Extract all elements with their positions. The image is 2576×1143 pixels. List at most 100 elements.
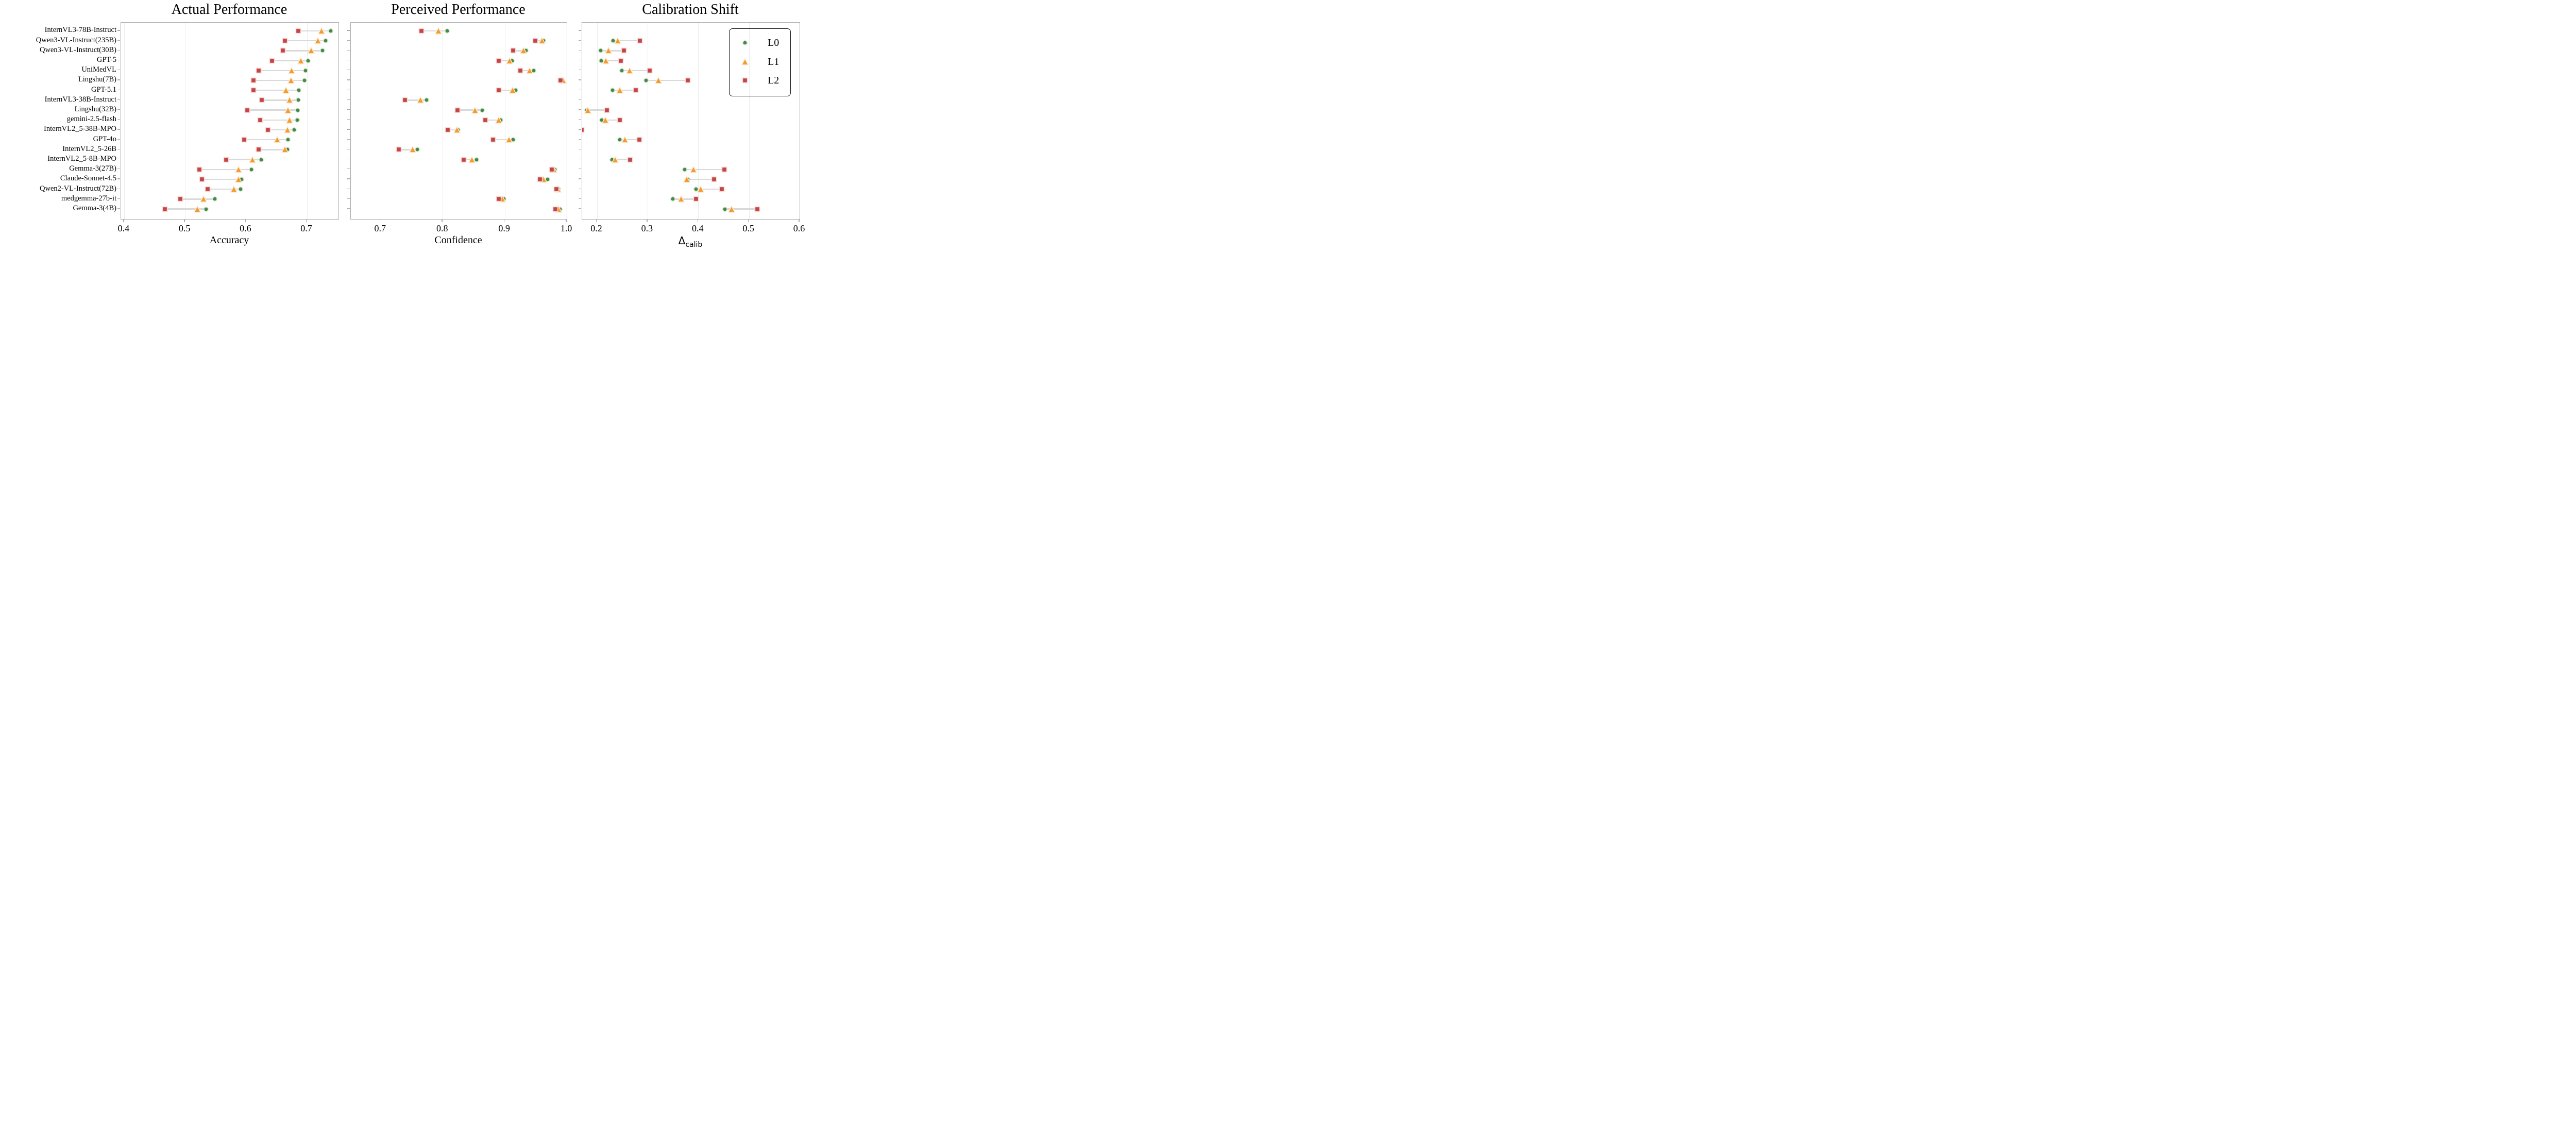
data-point-l2 <box>517 68 523 74</box>
y-tick-mark <box>579 119 581 120</box>
legend-entry-l0: L0 <box>739 38 785 48</box>
connector-line <box>498 89 516 91</box>
connector-line <box>283 50 323 52</box>
connector-line <box>613 89 636 91</box>
connector-line <box>260 119 297 121</box>
data-point-l0 <box>295 107 300 113</box>
panel-title-calibration-shift: Calibration Shift <box>642 2 739 18</box>
plot-area-2 <box>350 22 567 220</box>
y-tick-mark <box>117 49 120 51</box>
connector-line <box>586 109 607 111</box>
y-axis-label-model: Gemma-3(4B) <box>73 204 116 212</box>
data-point-l2 <box>445 127 451 133</box>
x-tick-label: 0.7 <box>300 223 312 233</box>
connector-line <box>202 178 242 180</box>
data-point-l2 <box>418 28 425 34</box>
x-tick-mark <box>123 219 124 222</box>
data-point-l2 <box>647 68 653 74</box>
data-point-l0 <box>598 48 604 54</box>
y-tick-mark <box>117 40 120 41</box>
data-point-l0 <box>301 78 307 83</box>
x-tick-mark <box>245 219 246 222</box>
data-point-l0 <box>294 117 300 123</box>
connector-line <box>684 169 725 171</box>
data-point-l1 <box>538 37 546 44</box>
data-point-l0 <box>248 166 254 172</box>
y-tick-mark <box>579 139 581 140</box>
data-point-l1 <box>509 87 517 94</box>
data-point-l0 <box>258 157 264 162</box>
data-point-l2 <box>637 38 643 44</box>
data-point-l1 <box>728 205 736 213</box>
legend: L0 L1 L2 <box>729 28 791 96</box>
data-point-l2 <box>241 137 247 143</box>
data-point-l2 <box>396 146 402 153</box>
data-point-l1 <box>273 136 281 143</box>
y-tick-mark <box>347 109 350 110</box>
y-axis-label-model: Qwen2-VL-Instruct(72B) <box>40 184 116 193</box>
connector-line <box>613 40 640 42</box>
data-point-l2 <box>177 196 183 202</box>
data-point-l1 <box>282 87 290 94</box>
connector-line <box>259 149 287 150</box>
data-point-l2 <box>461 157 467 162</box>
connector-line <box>165 208 207 210</box>
data-point-l0 <box>291 127 297 132</box>
data-point-l1 <box>677 195 685 203</box>
x-axis-label-3: Δcalib <box>582 234 799 249</box>
data-point-l2 <box>250 77 256 83</box>
x-tick-mark <box>306 219 307 222</box>
circle-legend-icon <box>742 40 748 45</box>
y-tick-mark <box>347 49 350 51</box>
data-point-l0 <box>643 78 649 83</box>
data-point-l1 <box>495 116 502 124</box>
data-point-l1 <box>605 47 613 55</box>
data-point-l1 <box>526 66 533 74</box>
data-point-l1 <box>286 96 294 104</box>
data-point-l2 <box>256 146 262 153</box>
y-tick-mark <box>347 208 350 209</box>
x-axis-label-2: Confidence <box>434 234 482 246</box>
plot-area-1 <box>121 22 339 220</box>
connector-line <box>207 188 241 190</box>
connector-line <box>601 60 621 61</box>
data-point-l1 <box>697 186 705 193</box>
connector-line <box>686 178 714 180</box>
data-point-l0 <box>610 88 616 93</box>
data-point-l0 <box>619 68 624 73</box>
data-point-l2 <box>402 97 408 103</box>
x-tick-label: 0.8 <box>436 223 448 233</box>
data-point-l0 <box>722 206 728 212</box>
data-point-l1 <box>471 106 479 114</box>
data-point-l2 <box>552 206 558 212</box>
delta-subscript: calib <box>685 241 703 249</box>
data-point-l1 <box>506 57 514 64</box>
y-axis-label-model: InternVL3-78B-Instruct <box>44 26 116 35</box>
data-point-l1 <box>690 165 698 173</box>
data-point-l0 <box>474 157 480 162</box>
data-point-l0 <box>204 206 209 212</box>
data-point-l2 <box>454 107 461 113</box>
data-point-l1 <box>230 186 238 193</box>
data-point-l1 <box>416 96 424 104</box>
data-point-l0 <box>295 97 301 103</box>
data-point-l1 <box>281 146 289 154</box>
y-tick-mark <box>117 139 120 140</box>
y-axis-label-model: InternVL3-38B-Instruct <box>44 95 116 104</box>
connector-line <box>725 208 758 210</box>
data-point-l0 <box>238 187 243 192</box>
data-point-l1 <box>626 66 634 74</box>
data-point-l1 <box>235 165 243 173</box>
y-tick-mark <box>347 79 350 80</box>
legend-label-l2: L2 <box>768 75 779 86</box>
data-point-l2 <box>265 127 271 133</box>
data-point-l0 <box>611 38 616 44</box>
data-point-l2 <box>282 38 288 44</box>
y-axis-label-model: GPT-5.1 <box>91 85 116 94</box>
x-tick-label: 0.4 <box>117 223 130 233</box>
data-point-l0 <box>599 58 604 63</box>
data-point-l2 <box>496 196 501 202</box>
y-tick-mark <box>347 198 350 199</box>
data-point-l1 <box>286 116 294 124</box>
x-tick-mark <box>748 219 749 222</box>
